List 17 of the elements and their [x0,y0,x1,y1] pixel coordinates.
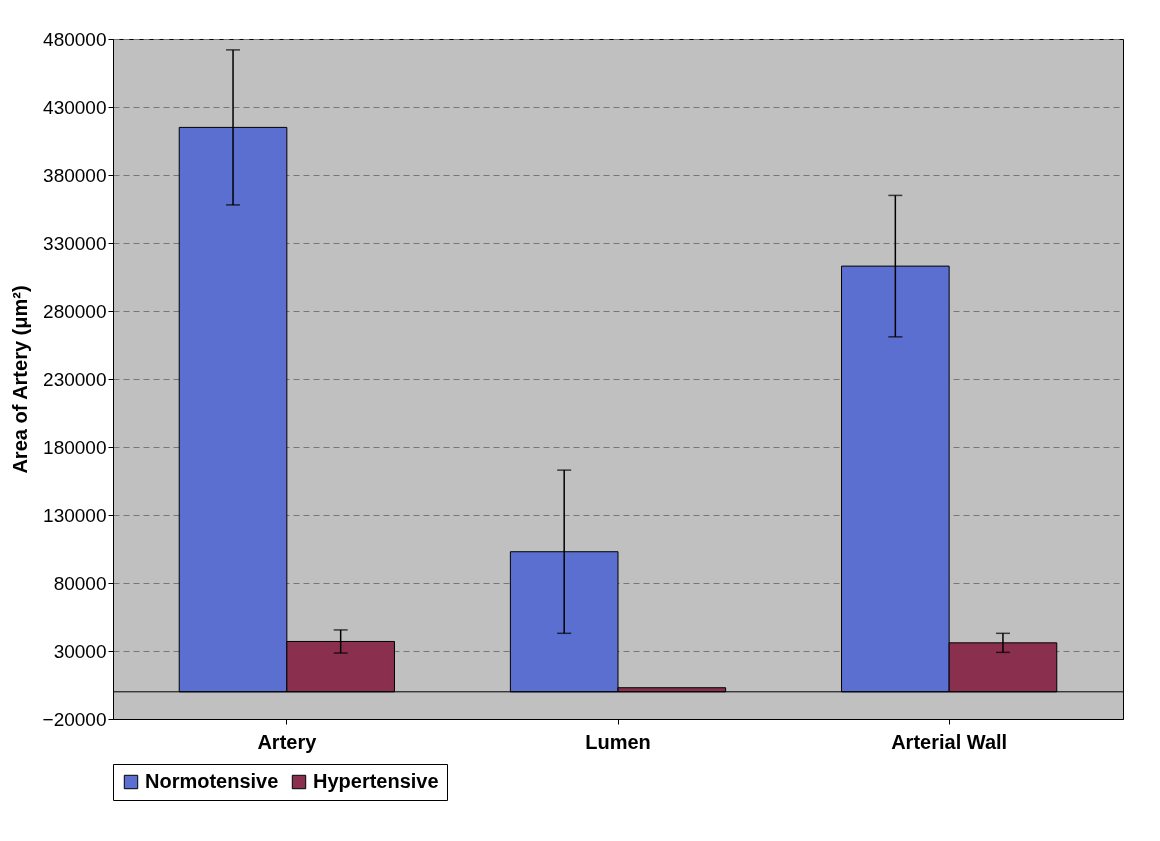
y-tick-label: 330000 [43,232,107,254]
y-tick-label: 380000 [43,164,107,186]
y-tick-label: 280000 [43,300,107,322]
y-tick-label: 30000 [53,640,107,662]
y-tick-label: 130000 [43,504,107,526]
x-tick-label: Artery [257,730,318,753]
legend-label: Normotensive [145,770,279,792]
y-tick-label: 80000 [53,572,107,594]
x-tick-label: Lumen [585,730,651,753]
y-tick-label: 180000 [43,436,107,458]
y-axis-title: Area of Artery (μm²) [8,285,31,474]
y-tick-label: 430000 [43,96,107,118]
y-tick-label: −20000 [42,708,107,730]
legend-label: Hypertensive [313,770,439,792]
y-tick-label: 480000 [43,28,107,50]
y-tick-label: 230000 [43,368,107,390]
x-tick-label: Arterial Wall [891,730,1008,753]
